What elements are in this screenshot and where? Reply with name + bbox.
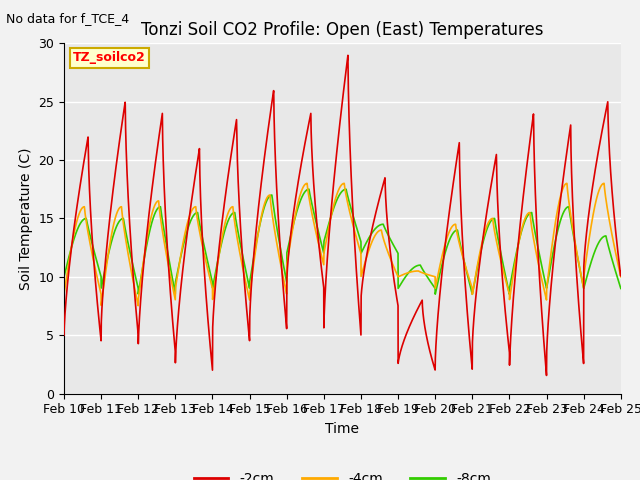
X-axis label: Time: Time (325, 422, 360, 436)
Text: TZ_soilco2: TZ_soilco2 (73, 51, 146, 64)
Y-axis label: Soil Temperature (C): Soil Temperature (C) (19, 147, 33, 289)
Title: Tonzi Soil CO2 Profile: Open (East) Temperatures: Tonzi Soil CO2 Profile: Open (East) Temp… (141, 21, 543, 39)
Legend: -2cm, -4cm, -8cm: -2cm, -4cm, -8cm (188, 467, 497, 480)
Text: No data for f_TCE_4: No data for f_TCE_4 (6, 12, 129, 25)
